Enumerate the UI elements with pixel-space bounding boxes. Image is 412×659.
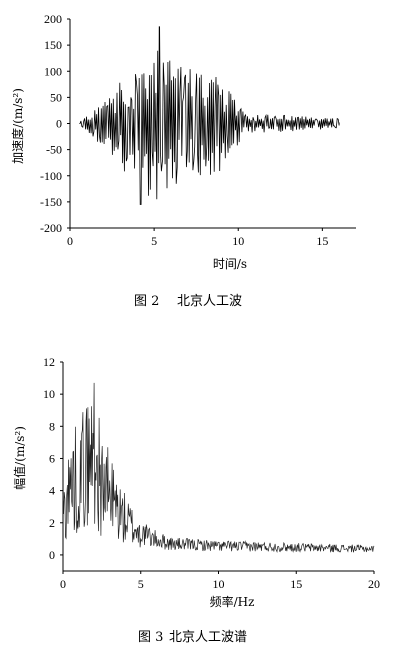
- y-tick-label: -50: [46, 143, 62, 157]
- y-tick-label: 0: [49, 548, 55, 562]
- series-amplitude-line: [62, 382, 375, 554]
- x-tick-label: 10: [213, 577, 225, 591]
- x-tick-label: 10: [232, 234, 244, 248]
- y-tick-label: 12: [43, 355, 55, 369]
- figure-caption-number: 图 2: [134, 294, 159, 309]
- y-axis-label-unit: /(m/s²): [11, 88, 25, 128]
- y-tick-label: 150: [44, 38, 62, 52]
- y-tick-label: 4: [49, 484, 55, 498]
- figure-caption-number: 图 3: [138, 630, 163, 645]
- figure-caption-title: 北京人工波: [177, 294, 242, 309]
- chart-spectrum: 0 2 4 6 8 10 12 0 5 10 15 20 频率/Hz 幅值/(m/s²) 图 3 北…: [12, 355, 380, 645]
- x-tick-label: 5: [138, 577, 144, 591]
- y-tick-label: -100: [40, 169, 62, 183]
- y-axis-label: 加速度/(m/s²): [10, 88, 25, 164]
- y-tick-label: 6: [49, 451, 55, 465]
- y-tick-label: 2: [49, 516, 55, 530]
- y-tick-label: -200: [40, 221, 62, 235]
- x-tick-label: 0: [60, 577, 66, 591]
- figure-caption-title: 北京人工波谱: [169, 630, 247, 645]
- y-tick-label: 8: [49, 419, 55, 433]
- x-tick-label: 20: [368, 577, 380, 591]
- y-tick-label: 200: [44, 12, 62, 26]
- x-tick-label: 15: [290, 577, 302, 591]
- x-tick-label: 5: [151, 234, 157, 248]
- y-axis-label-unit: /(m/s²): [13, 426, 27, 466]
- y-axis-label-cn: 幅值: [12, 466, 27, 490]
- x-tick-label: 0: [67, 234, 73, 248]
- y-tick-label: 100: [44, 64, 62, 78]
- y-tick-label: 50: [50, 90, 62, 104]
- y-tick-label: 0: [56, 117, 62, 131]
- y-axis-label: 幅值/(m/s²): [12, 426, 27, 490]
- y-axis-label-cn: 加速度: [10, 128, 25, 164]
- x-axis-label: 时间/s: [213, 257, 247, 271]
- x-tick-label: 15: [316, 234, 328, 248]
- series-acceleration-line: [79, 26, 340, 205]
- y-tick-label: 10: [43, 387, 55, 401]
- y-tick-label: -150: [40, 195, 62, 209]
- x-axis-label: 频率/Hz: [210, 594, 255, 609]
